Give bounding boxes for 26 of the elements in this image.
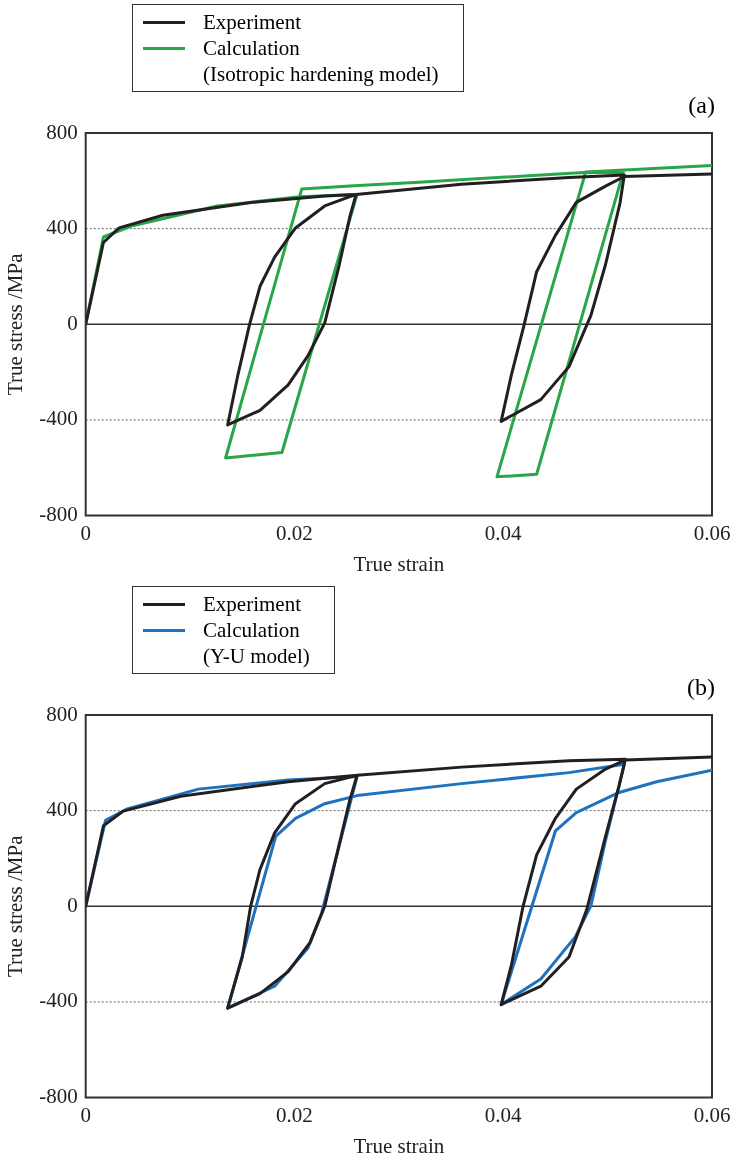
y-tick-label: -800 (39, 502, 78, 527)
y-tick-label: -800 (39, 1084, 78, 1109)
y-tick-label: 0 (67, 310, 78, 335)
legend-label: Experiment (203, 9, 301, 35)
text: (a) (688, 92, 715, 119)
y-axis-title: True stress /MPa (3, 252, 28, 396)
y-tick-label: -400 (39, 406, 78, 431)
y-tick-label: 800 (46, 119, 78, 144)
x-tick-label: 0.02 (276, 1102, 313, 1127)
x-tick-label: 0.02 (276, 520, 313, 545)
y-tick-label: -400 (39, 988, 78, 1013)
x-axis-title: True strain (353, 551, 445, 576)
y-tick-label: 400 (46, 797, 78, 822)
legend-label: Calculation (Y-U model) (203, 617, 310, 669)
legend-label: Calculation (Isotropic hardening model) (203, 35, 439, 87)
y-tick-label: 400 (46, 215, 78, 240)
x-tick-label: 0.06 (693, 1102, 731, 1127)
y-tick-label: 800 (46, 701, 78, 726)
legend-label: Experiment (203, 591, 301, 617)
x-axis-title: True strain (353, 1133, 445, 1158)
x-tick-label: 0.04 (484, 520, 523, 545)
x-tick-label: 0.04 (484, 1102, 523, 1127)
x-tick-label: 0.06 (693, 520, 731, 545)
text: (b) (687, 674, 715, 701)
y-tick-label: 0 (67, 892, 78, 917)
y-axis-title: True stress /MPa (3, 834, 28, 978)
